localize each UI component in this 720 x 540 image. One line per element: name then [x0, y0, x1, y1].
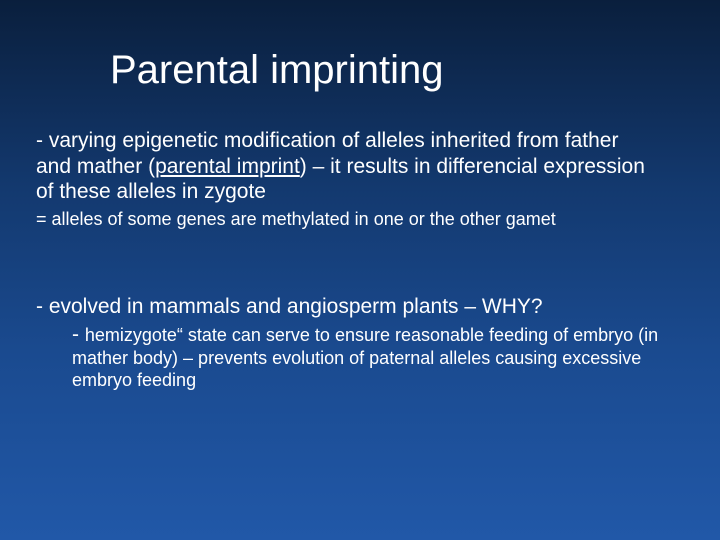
paragraph-definition: - varying epigenetic modification of all…: [36, 128, 656, 205]
slide: Parental imprinting - varying epigenetic…: [0, 0, 720, 540]
para1-underlined: parental imprint: [155, 155, 300, 178]
para4-body: hemizygote“ state can serve to ensure re…: [72, 325, 658, 390]
slide-title: Parental imprinting: [110, 48, 444, 93]
para4-dash: -: [72, 323, 85, 346]
paragraph-hemizygote: - hemizygote“ state can serve to ensure …: [72, 322, 662, 392]
paragraph-evolved: - evolved in mammals and angiosperm plan…: [36, 295, 676, 319]
paragraph-methylation: = alleles of some genes are methylated i…: [36, 209, 676, 230]
